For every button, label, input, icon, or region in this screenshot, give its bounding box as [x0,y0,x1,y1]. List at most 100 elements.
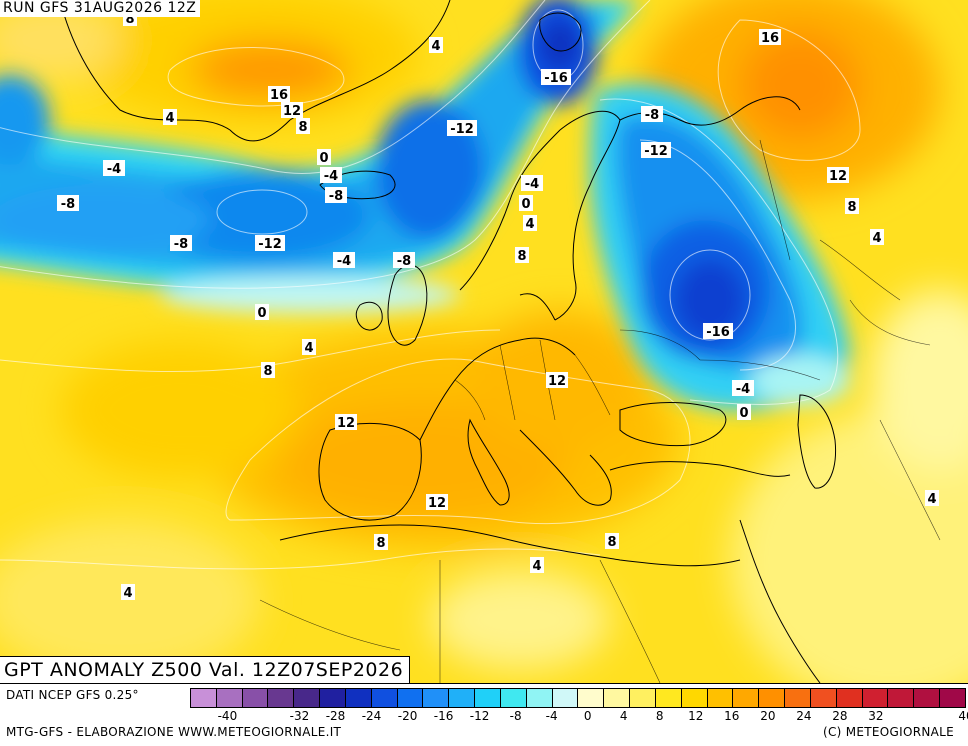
contour-label: 8 [261,362,275,379]
svg-text:0: 0 [739,406,748,421]
svg-text:-4: -4 [736,382,750,397]
contour-label: 12 [281,102,303,119]
contour-label: -4 [521,175,543,192]
scale-tick-label: 40 [958,709,968,723]
map-title: GPT ANOMALY Z500 Val. 12Z07SEP2026 [0,656,411,683]
contour-label: 4 [530,557,544,574]
scale-swatch [578,689,605,707]
scale-swatch [733,689,760,707]
contour-label: 0 [737,404,751,421]
scale-swatch [759,689,786,707]
scale-swatch [655,689,682,707]
scale-tick-label: 4 [619,709,628,723]
svg-text:4: 4 [123,586,132,601]
svg-text:4: 4 [165,111,174,126]
svg-text:-12: -12 [644,144,668,159]
data-source-label: DATI NCEP GFS 0.25° [6,688,139,702]
svg-text:8: 8 [298,120,307,135]
scale-swatch [914,689,941,707]
scale-swatch [707,689,734,707]
contour-label: 8 [296,118,310,135]
scale-swatch [888,689,915,707]
scale-swatch [836,689,863,707]
scale-tick-label: -24 [361,709,382,723]
contour-label: 4 [302,339,316,356]
svg-text:8: 8 [125,12,134,27]
scale-tick-label: 12 [688,709,704,723]
svg-text:8: 8 [376,536,385,551]
scale-swatch [526,689,553,707]
svg-text:8: 8 [263,364,272,379]
borders [259,139,941,683]
scale-swatch [500,689,527,707]
svg-text:8: 8 [517,249,526,264]
contour-label: 12 [827,167,849,184]
scale-swatch [630,689,656,707]
scale-swatch [940,689,965,707]
contour-label: 4 [163,109,177,126]
scale-tick-label: -16 [433,709,454,723]
svg-text:-8: -8 [397,254,411,269]
coastlines [59,0,837,683]
contour-label: 4 [870,229,884,246]
scale-tick-label: -40 [217,709,238,723]
svg-text:-4: -4 [324,169,338,184]
scale-tick-label: -28 [325,709,346,723]
scale-tick-label: 24 [796,709,812,723]
svg-text:0: 0 [257,306,266,321]
contour-label: 12 [546,372,568,389]
scale-tick-label: -12 [469,709,490,723]
scale-tick-label: 28 [832,709,848,723]
svg-text:-4: -4 [525,177,539,192]
contour-label: 4 [523,215,537,232]
svg-text:-8: -8 [61,197,75,212]
svg-text:12: 12 [428,496,446,511]
contour-label: -8 [393,252,415,269]
svg-text:-12: -12 [258,237,282,252]
contour-label: -16 [703,323,733,340]
contour-label: -4 [103,160,125,177]
svg-text:12: 12 [283,104,301,119]
svg-text:-12: -12 [450,122,474,137]
svg-text:0: 0 [319,151,328,166]
contour-label: -16 [541,69,571,86]
contour-label: 4 [925,490,939,507]
svg-text:12: 12 [337,416,355,431]
svg-text:-8: -8 [329,189,343,204]
contour-label: 8 [515,247,529,264]
contour-label: -12 [641,142,671,159]
scale-swatch [552,689,579,707]
scale-tick-label: -20 [397,709,418,723]
contour-labels: 8416161284-16-4-8-12-120-4-4-8-8-12-8-4-… [57,10,939,601]
svg-text:4: 4 [304,341,313,356]
color-scale-ticks: -40 -32 -28 -24 -20 -16 -12 -8 -4 0 4 8 12 16 20 24 28 32… [190,708,968,724]
scale-swatch [397,689,424,707]
scale-tick-label: -4 [545,709,558,723]
run-label: RUN GFS 31AUG2026 12Z [0,0,201,17]
contour-label: -4 [320,167,342,184]
svg-text:8: 8 [847,200,856,215]
contour-label: -8 [57,195,79,212]
scale-tick-label: 0 [583,709,592,723]
svg-text:-16: -16 [706,325,730,340]
map-canvas: 8416161284-16-4-8-12-120-4-4-8-8-12-8-4-… [0,0,968,683]
contour-label: 0 [317,149,331,166]
scale-swatch [242,689,269,707]
contour-label: 8 [845,198,859,215]
scale-swatch [423,689,450,707]
contour-label: -4 [732,380,754,397]
color-scale-bar [190,688,966,708]
svg-text:-8: -8 [174,237,188,252]
svg-text:-16: -16 [544,71,568,86]
contour-lines [0,0,861,570]
contour-label: 16 [759,29,781,46]
contour-label: 4 [121,584,135,601]
svg-text:-8: -8 [645,108,659,123]
contour-label: 12 [335,414,357,431]
svg-text:-4: -4 [107,162,121,177]
svg-text:16: 16 [270,88,288,103]
scale-swatch [785,689,811,707]
svg-text:-4: -4 [337,254,351,269]
scale-swatch [681,689,708,707]
scale-tick-label: -32 [289,709,310,723]
